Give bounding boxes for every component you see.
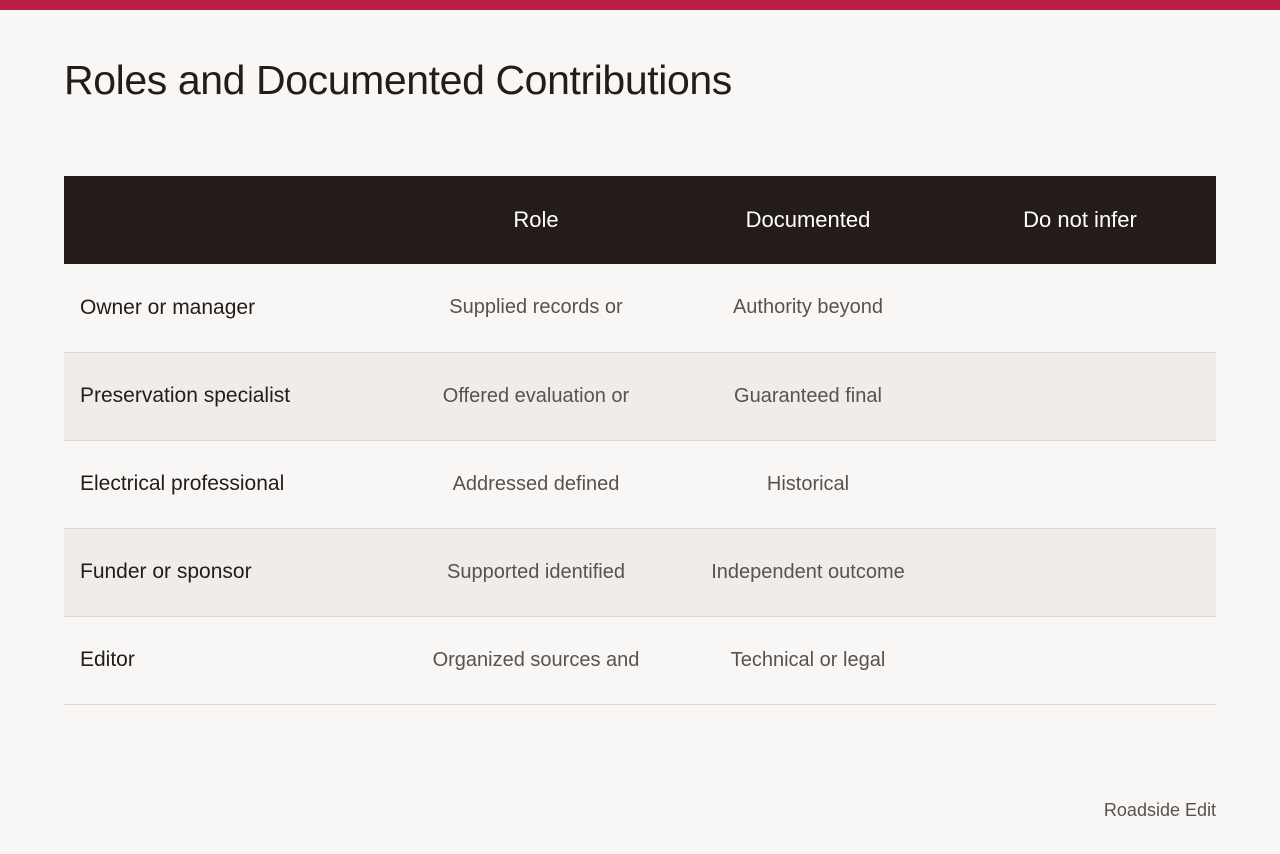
- role-cell: Organized sources and: [432, 648, 640, 671]
- role-cell: Addressed defined: [452, 472, 620, 495]
- do-not-infer-cell: [944, 440, 1216, 528]
- table-row: Owner or manager Supplied records or Aut…: [64, 264, 1216, 352]
- contributions-table-container: Role Documented Do not infer Owner or ma…: [64, 176, 1216, 705]
- role-cell: Supplied records or: [449, 296, 623, 319]
- documented-cell: Historical: [766, 472, 850, 495]
- column-header-documented: Documented: [745, 207, 871, 232]
- top-accent-bar: [0, 0, 1280, 10]
- column-header-empty: [64, 176, 400, 264]
- do-not-infer-cell: [944, 264, 1216, 352]
- row-label: Electrical professional: [80, 472, 285, 495]
- do-not-infer-cell: [944, 616, 1216, 704]
- table-row: Funder or sponsor Supported identified I…: [64, 528, 1216, 616]
- row-label: Funder or sponsor: [80, 560, 252, 583]
- documented-cell: Guaranteed final: [734, 384, 882, 407]
- documented-cell: Independent outcome: [711, 560, 905, 583]
- do-not-infer-cell: [944, 352, 1216, 440]
- table-row: Preservation specialist Offered evaluati…: [64, 352, 1216, 440]
- do-not-infer-cell: [944, 528, 1216, 616]
- documented-cell: Technical or legal: [730, 648, 886, 671]
- contributions-table: Role Documented Do not infer Owner or ma…: [64, 176, 1216, 705]
- row-label: Owner or manager: [80, 295, 256, 319]
- table-row: Electrical professional Addressed define…: [64, 440, 1216, 528]
- column-header-do-not-infer: Do not infer: [1023, 207, 1137, 232]
- role-cell: Supported identified: [447, 560, 625, 583]
- page-title: Roles and Documented Contributions: [64, 57, 732, 103]
- role-cell: Offered evaluation or: [442, 384, 630, 407]
- row-label: Preservation specialist: [80, 384, 291, 407]
- table-header-row: Role Documented Do not infer: [64, 176, 1216, 264]
- table-row: Editor Organized sources and Technical o…: [64, 616, 1216, 704]
- row-label: Editor: [80, 648, 135, 671]
- footer-brand: Roadside Edit: [1103, 800, 1216, 820]
- column-header-role: Role: [513, 207, 559, 232]
- documented-cell: Authority beyond: [732, 296, 884, 319]
